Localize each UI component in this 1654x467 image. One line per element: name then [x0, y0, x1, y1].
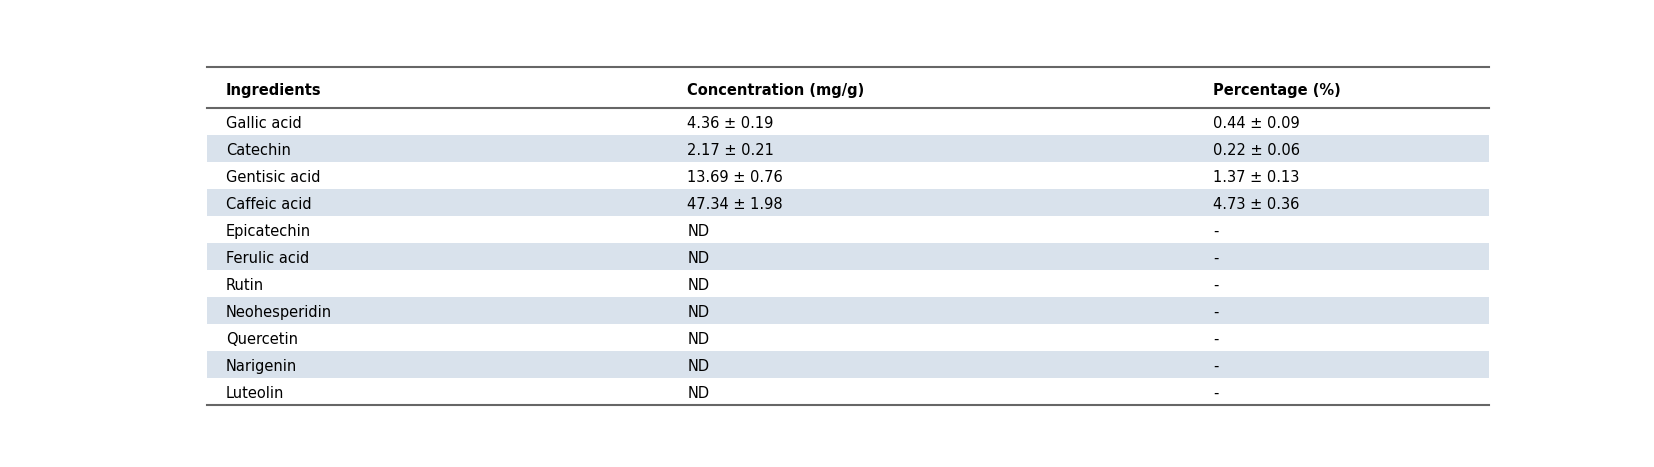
Text: -: - — [1212, 224, 1219, 239]
Text: Narigenin: Narigenin — [227, 359, 298, 374]
Text: 4.73 ± 0.36: 4.73 ± 0.36 — [1212, 197, 1300, 212]
Text: 4.36 ± 0.19: 4.36 ± 0.19 — [688, 116, 774, 131]
Text: Percentage (%): Percentage (%) — [1212, 83, 1341, 99]
Text: 1.37 ± 0.13: 1.37 ± 0.13 — [1212, 170, 1300, 185]
Text: 0.44 ± 0.09: 0.44 ± 0.09 — [1212, 116, 1300, 131]
Bar — [207, 378, 1489, 405]
Bar — [207, 324, 1489, 351]
Text: 0.22 ± 0.06: 0.22 ± 0.06 — [1212, 143, 1300, 158]
Text: -: - — [1212, 332, 1219, 347]
Text: 2.17 ± 0.21: 2.17 ± 0.21 — [688, 143, 774, 158]
Text: ND: ND — [688, 332, 710, 347]
Bar — [207, 162, 1489, 189]
Text: Caffeic acid: Caffeic acid — [227, 197, 311, 212]
Bar — [207, 270, 1489, 297]
Bar — [207, 108, 1489, 135]
Text: Gentisic acid: Gentisic acid — [227, 170, 321, 185]
Bar — [207, 189, 1489, 216]
Text: -: - — [1212, 386, 1219, 401]
Text: Rutin: Rutin — [227, 278, 265, 293]
Text: Ingredients: Ingredients — [227, 83, 321, 99]
Text: ND: ND — [688, 359, 710, 374]
Bar — [207, 135, 1489, 162]
Bar — [207, 243, 1489, 270]
Text: Catechin: Catechin — [227, 143, 291, 158]
Bar — [207, 216, 1489, 243]
Text: 47.34 ± 1.98: 47.34 ± 1.98 — [688, 197, 782, 212]
Bar — [207, 297, 1489, 324]
Text: Neohesperidin: Neohesperidin — [227, 305, 332, 320]
Bar — [207, 67, 1489, 108]
Bar — [207, 351, 1489, 378]
Text: -: - — [1212, 278, 1219, 293]
Text: ND: ND — [688, 224, 710, 239]
Text: Ferulic acid: Ferulic acid — [227, 251, 309, 266]
Text: -: - — [1212, 305, 1219, 320]
Text: ND: ND — [688, 251, 710, 266]
Text: Luteolin: Luteolin — [227, 386, 284, 401]
Text: ND: ND — [688, 278, 710, 293]
Text: -: - — [1212, 359, 1219, 374]
Text: Gallic acid: Gallic acid — [227, 116, 301, 131]
Text: Quercetin: Quercetin — [227, 332, 298, 347]
Text: Concentration (mg/g): Concentration (mg/g) — [688, 83, 865, 99]
Text: Epicatechin: Epicatechin — [227, 224, 311, 239]
Text: 13.69 ± 0.76: 13.69 ± 0.76 — [688, 170, 784, 185]
Text: ND: ND — [688, 386, 710, 401]
Text: ND: ND — [688, 305, 710, 320]
Text: -: - — [1212, 251, 1219, 266]
